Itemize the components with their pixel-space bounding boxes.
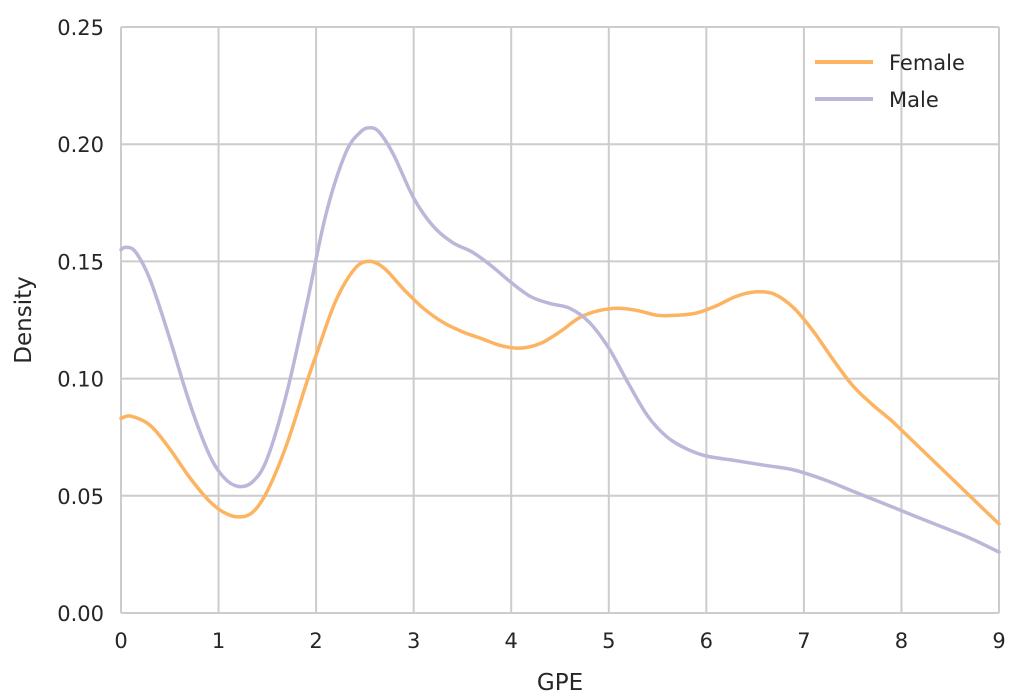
x-tick-label: 9 (992, 629, 1005, 653)
x-tick-label: 7 (797, 629, 810, 653)
grid (120, 26, 1000, 614)
legend: Female Male (815, 51, 965, 112)
x-tick-label: 0 (114, 629, 127, 653)
y-axis-label: Density (11, 276, 37, 363)
x-axis-label: GPE (537, 670, 583, 693)
x-tick-label: 2 (309, 629, 322, 653)
legend-label-female: Female (889, 51, 965, 75)
tick-labels: 0 1 2 3 4 5 6 7 8 9 0.00 0.05 0.10 0.15 0.20 0.25 (57, 16, 1005, 653)
series-line-female (119, 259, 1001, 526)
x-tick-label: 5 (602, 629, 615, 653)
y-tick-label: 0.05 (57, 485, 104, 509)
x-tick-label: 3 (407, 629, 420, 653)
y-tick-label: 0.15 (57, 250, 104, 274)
legend-label-male: Male (889, 88, 939, 112)
y-tick-label: 0.00 (57, 602, 104, 626)
series-line-male (119, 126, 1001, 554)
x-tick-label: 8 (895, 629, 908, 653)
y-tick-label: 0.20 (57, 133, 104, 157)
x-tick-label: 4 (505, 629, 518, 653)
y-tick-label: 0.10 (57, 368, 104, 392)
y-tick-label: 0.25 (57, 16, 104, 40)
plot-series (119, 126, 1001, 554)
x-tick-label: 6 (700, 629, 713, 653)
x-tick-label: 1 (212, 629, 225, 653)
